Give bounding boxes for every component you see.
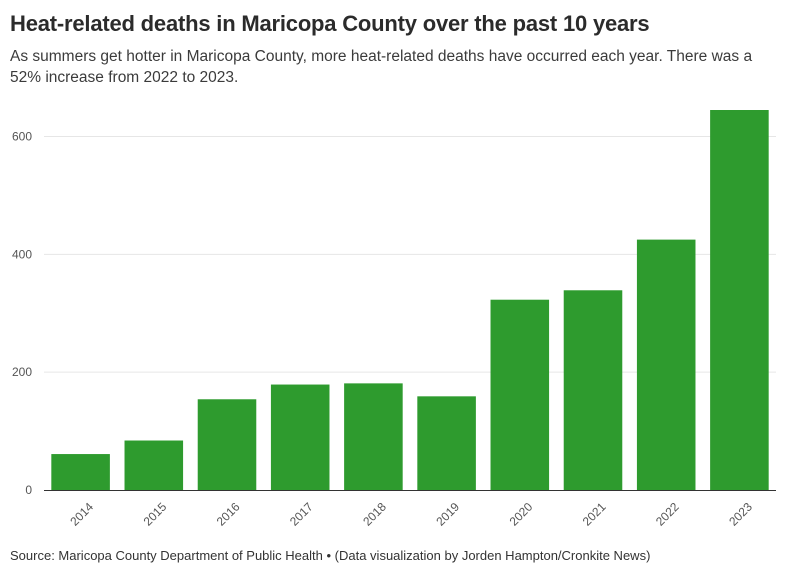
y-tick-label: 0 [25,483,32,497]
x-tick-label: 2020 [507,500,536,529]
bar-2014 [51,454,110,490]
bar-2020 [490,299,550,490]
y-tick-label: 400 [12,247,32,261]
bar-2019 [417,396,476,490]
bar-2017 [270,384,330,490]
y-tick-label: 600 [12,130,32,144]
chart-subtitle: As summers get hotter in Maricopa County… [10,48,753,86]
bars [51,110,769,490]
x-tick-label: 2022 [653,500,682,529]
bar-2018 [344,383,403,490]
bar-2015 [124,440,184,490]
x-tick-label: 2017 [287,500,316,529]
bar-2016 [197,399,257,490]
x-tick-label: 2016 [214,500,243,529]
bar-2023 [710,110,769,490]
bar-2021 [563,290,623,490]
bar-2022 [636,239,696,490]
x-tick-label: 2015 [141,500,170,529]
x-tick-label: 2018 [360,500,389,529]
chart-title: Heat-related deaths in Maricopa County o… [10,11,650,36]
x-tick-label: 2021 [580,500,609,529]
y-tick-label: 200 [12,365,32,379]
x-tick-label: 2023 [726,500,755,529]
source-note: Source: Maricopa County Department of Pu… [10,548,651,563]
x-tick-label: 2019 [433,500,462,529]
x-tick-label: 2014 [67,500,96,529]
